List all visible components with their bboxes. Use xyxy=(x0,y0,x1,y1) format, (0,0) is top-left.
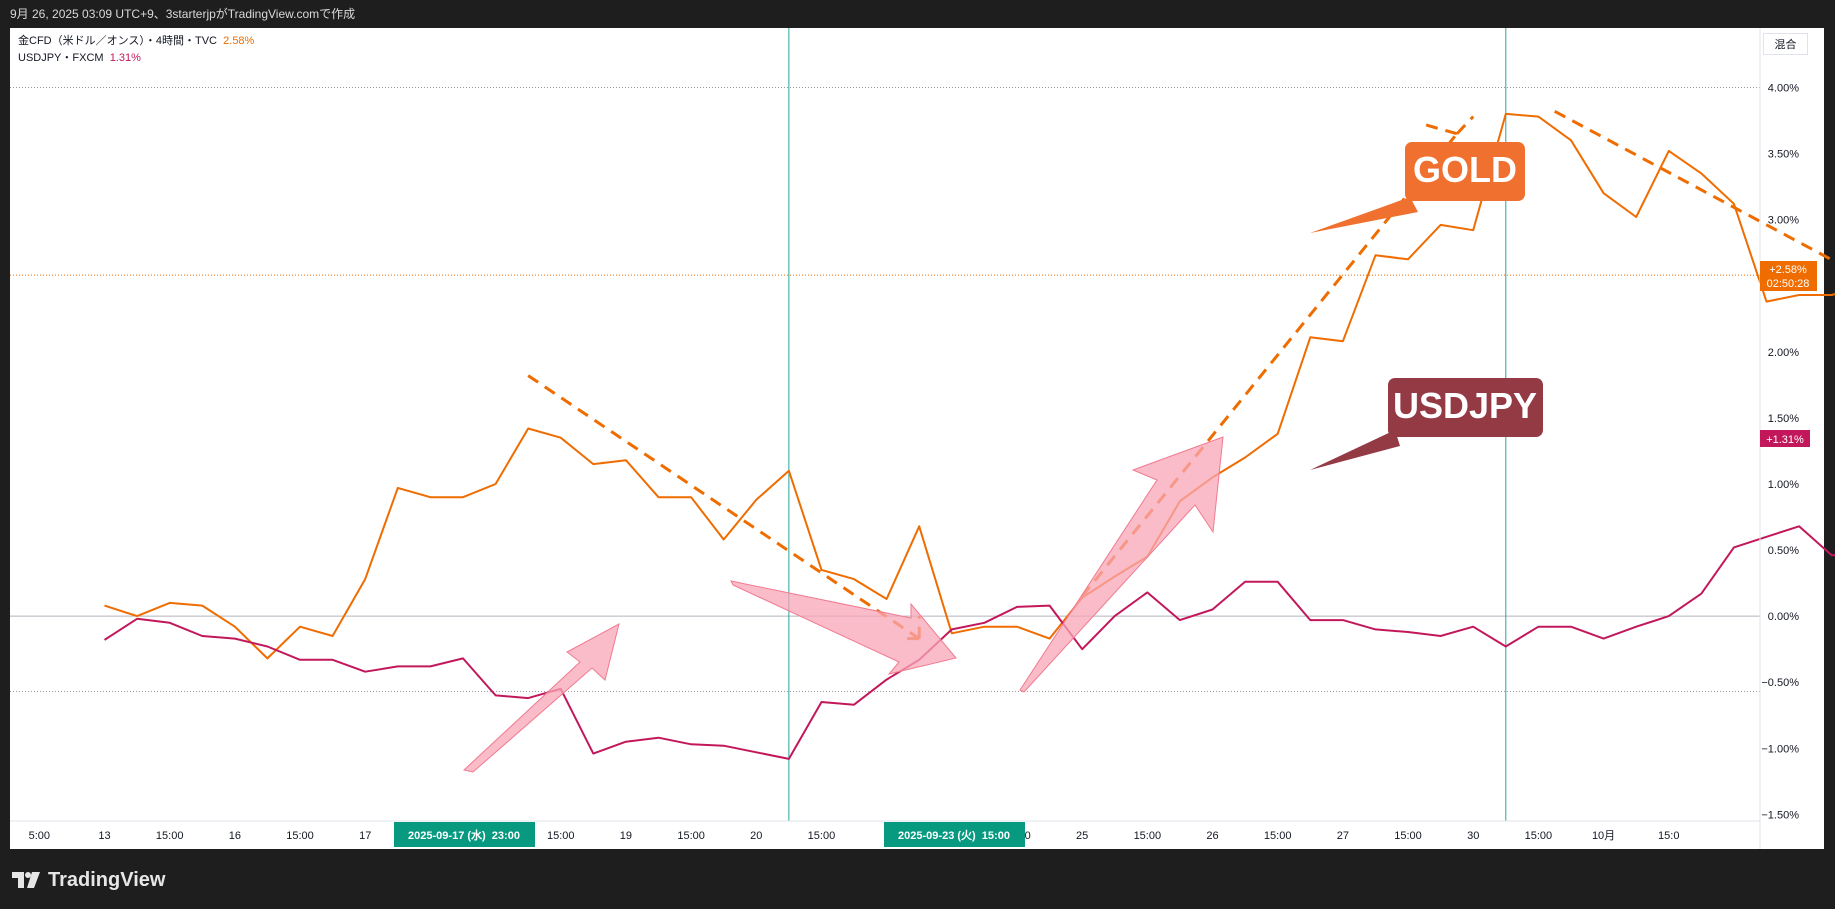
usdjpy-series-line[interactable] xyxy=(103,443,1835,760)
x-tick-label: 10月 xyxy=(1592,830,1615,842)
x-tick-label: 15:00 xyxy=(156,830,184,842)
y-axis-ticks: 4.00%3.50%3.00%2.50%2.00%1.50%1.00%0.50%… xyxy=(1761,82,1799,821)
x-tick-label: 15:00 xyxy=(808,830,836,842)
down-arrow[interactable] xyxy=(730,580,957,675)
y-tick-label: −1.00% xyxy=(1761,743,1799,755)
x-tick-label: 15:00 xyxy=(1134,830,1162,842)
x-tick-label: 5:00 xyxy=(29,830,50,842)
y-tick-label: 0.00% xyxy=(1768,611,1799,623)
y-tick-label: 2.00% xyxy=(1768,347,1799,359)
x-axis-ticks: 5:00 13 15:00 16 15:00 17 15:00 19 15:00 20 15:00 2… xyxy=(29,830,1680,842)
gold-series-line[interactable] xyxy=(104,112,1835,660)
dashed-trend-line[interactable] xyxy=(527,374,921,640)
axis-tags: +2.58% 02:50:28 +1.31% 2025-09-17 (水) 23… xyxy=(394,261,1817,847)
annotation-arrows xyxy=(462,436,1224,773)
x-tick-label: 20 xyxy=(750,830,762,842)
brand-footer: TradingView xyxy=(12,866,165,894)
x-tick-label: 15:00 xyxy=(677,830,705,842)
up-arrow-1[interactable] xyxy=(462,623,620,773)
legend-gold[interactable]: 金CFD（米ドル／オンス）・4時間・TVC 2.58% xyxy=(18,33,254,50)
x-tick-label: 15:00 xyxy=(547,830,575,842)
usdjpy-callout-label: USDJPY xyxy=(1393,385,1537,426)
date-tag-2: 2025-09-23 (火) 15:00 xyxy=(898,829,1010,842)
gold-callout-box[interactable] xyxy=(1405,142,1525,201)
x-tick-label: 15:00 xyxy=(286,830,314,842)
legend-gold-value: 2.58% xyxy=(223,35,255,47)
date-tag-1: 2025-09-17 (水) 23:00 xyxy=(408,828,520,842)
tradingview-logo-icon xyxy=(12,872,40,888)
y-tick-label: 1.50% xyxy=(1768,413,1799,425)
dashed-trend-line[interactable] xyxy=(1423,123,1458,136)
dashed-trend-line[interactable] xyxy=(1455,115,1475,135)
dashed-trend-line[interactable] xyxy=(1553,109,1835,312)
y-tick-label: 3.50% xyxy=(1768,149,1799,161)
gold-price-tag-time: 02:50:28 xyxy=(1767,278,1810,290)
usdjpy-callout-pointer xyxy=(1310,430,1400,470)
x-tick-label: 30 xyxy=(1467,830,1479,842)
y-tick-label: 0.50% xyxy=(1768,545,1799,557)
legend-gold-label: 金CFD（米ドル／オンス）・4時間・TVC xyxy=(18,35,218,47)
usdjpy-price-tag xyxy=(1760,430,1810,447)
chart-legend: 金CFD（米ドル／オンス）・4時間・TVC 2.58% USDJPY・FXCM … xyxy=(18,33,254,67)
x-tick-label: 15:00 xyxy=(1525,830,1553,842)
up-arrow-2[interactable] xyxy=(1019,436,1224,693)
scale-mode-button[interactable]: 混合 xyxy=(1763,33,1808,55)
usdjpy-price-tag-value: +1.31% xyxy=(1766,434,1804,446)
x-tick-label: 19 xyxy=(620,830,632,842)
x-tick-label: 17 xyxy=(359,830,371,842)
y-tick-label: 1.00% xyxy=(1768,479,1799,491)
legend-usdjpy-value: 1.31% xyxy=(109,52,141,64)
x-tick-label: 15:00 xyxy=(1264,830,1292,842)
trend-lines xyxy=(527,109,1835,641)
gold-callout-pointer xyxy=(1310,197,1418,233)
x-tick-label: 15:0 xyxy=(1658,830,1679,842)
legend-usdjpy[interactable]: USDJPY・FXCM 1.31% xyxy=(18,50,254,67)
y-tick-label: −0.50% xyxy=(1761,677,1799,689)
date-tag-2-bg xyxy=(884,822,1025,847)
x-tick-label: 16 xyxy=(229,830,241,842)
x-tick-label: 27 xyxy=(1337,830,1349,842)
y-tick-label: 3.00% xyxy=(1768,215,1799,227)
x-tick-label: 26 xyxy=(1206,830,1218,842)
gold-callout-label: GOLD xyxy=(1413,149,1517,190)
gold-price-tag xyxy=(1760,261,1817,291)
y-tick-label: 4.00% xyxy=(1768,82,1799,94)
brand-name: TradingView xyxy=(48,868,166,891)
x-tick-label: 13 xyxy=(98,830,110,842)
legend-usdjpy-label: USDJPY・FXCM xyxy=(18,52,104,64)
x-tick-label: 15:00 xyxy=(1394,830,1422,842)
date-tag-1-bg xyxy=(394,822,535,847)
chart-header: 9月 26, 2025 03:09 UTC+9、3starterjpがTradi… xyxy=(10,7,356,21)
callouts: GOLD USDJPY xyxy=(1310,142,1543,470)
gold-price-tag-value: +2.58% xyxy=(1769,264,1807,276)
series-lines xyxy=(103,112,1835,760)
usdjpy-callout-box[interactable] xyxy=(1388,378,1543,437)
x-tick-label: 25 xyxy=(1076,830,1088,842)
y-tick-label: −1.50% xyxy=(1761,809,1799,821)
